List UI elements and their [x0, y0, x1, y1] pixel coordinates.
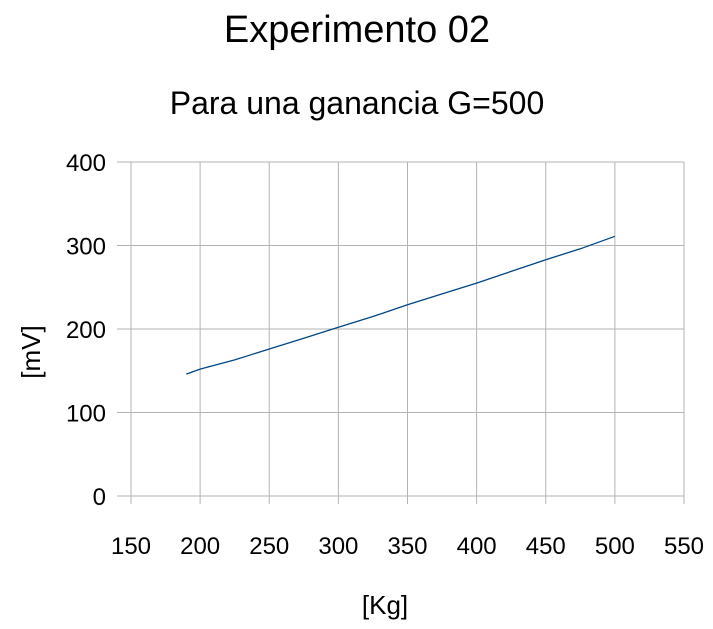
- y-tick-label: 200: [66, 317, 106, 344]
- y-axis-ticks: 0 100 200 300 400: [66, 150, 106, 511]
- x-axis-label: [Kg]: [362, 590, 408, 620]
- y-tick-label: 100: [66, 401, 106, 428]
- x-tick-label: 350: [387, 533, 427, 560]
- x-tick-label: 200: [180, 533, 220, 560]
- y-axis-label: [mV]: [16, 325, 46, 378]
- x-tick-label: 400: [457, 533, 497, 560]
- chart-title: Experimento 02: [224, 9, 490, 51]
- x-tick-label: 300: [318, 533, 358, 560]
- y-tick-label: 300: [66, 234, 106, 261]
- x-tick-label: 500: [595, 533, 635, 560]
- y-tick-label: 0: [93, 484, 106, 511]
- y-tick-label: 400: [66, 150, 106, 177]
- x-tick-label: 150: [111, 533, 151, 560]
- x-axis-ticks: 150 200 250 300 350 400 450 500 550: [111, 533, 704, 560]
- x-tick-label: 250: [249, 533, 289, 560]
- x-tick-label: 550: [664, 533, 704, 560]
- x-tick-label: 450: [526, 533, 566, 560]
- plot-area: [186, 235, 616, 375]
- chart-subtitle: Para una ganancia G=500: [170, 85, 545, 121]
- grid: [117, 161, 685, 504]
- series-line: [186, 235, 616, 375]
